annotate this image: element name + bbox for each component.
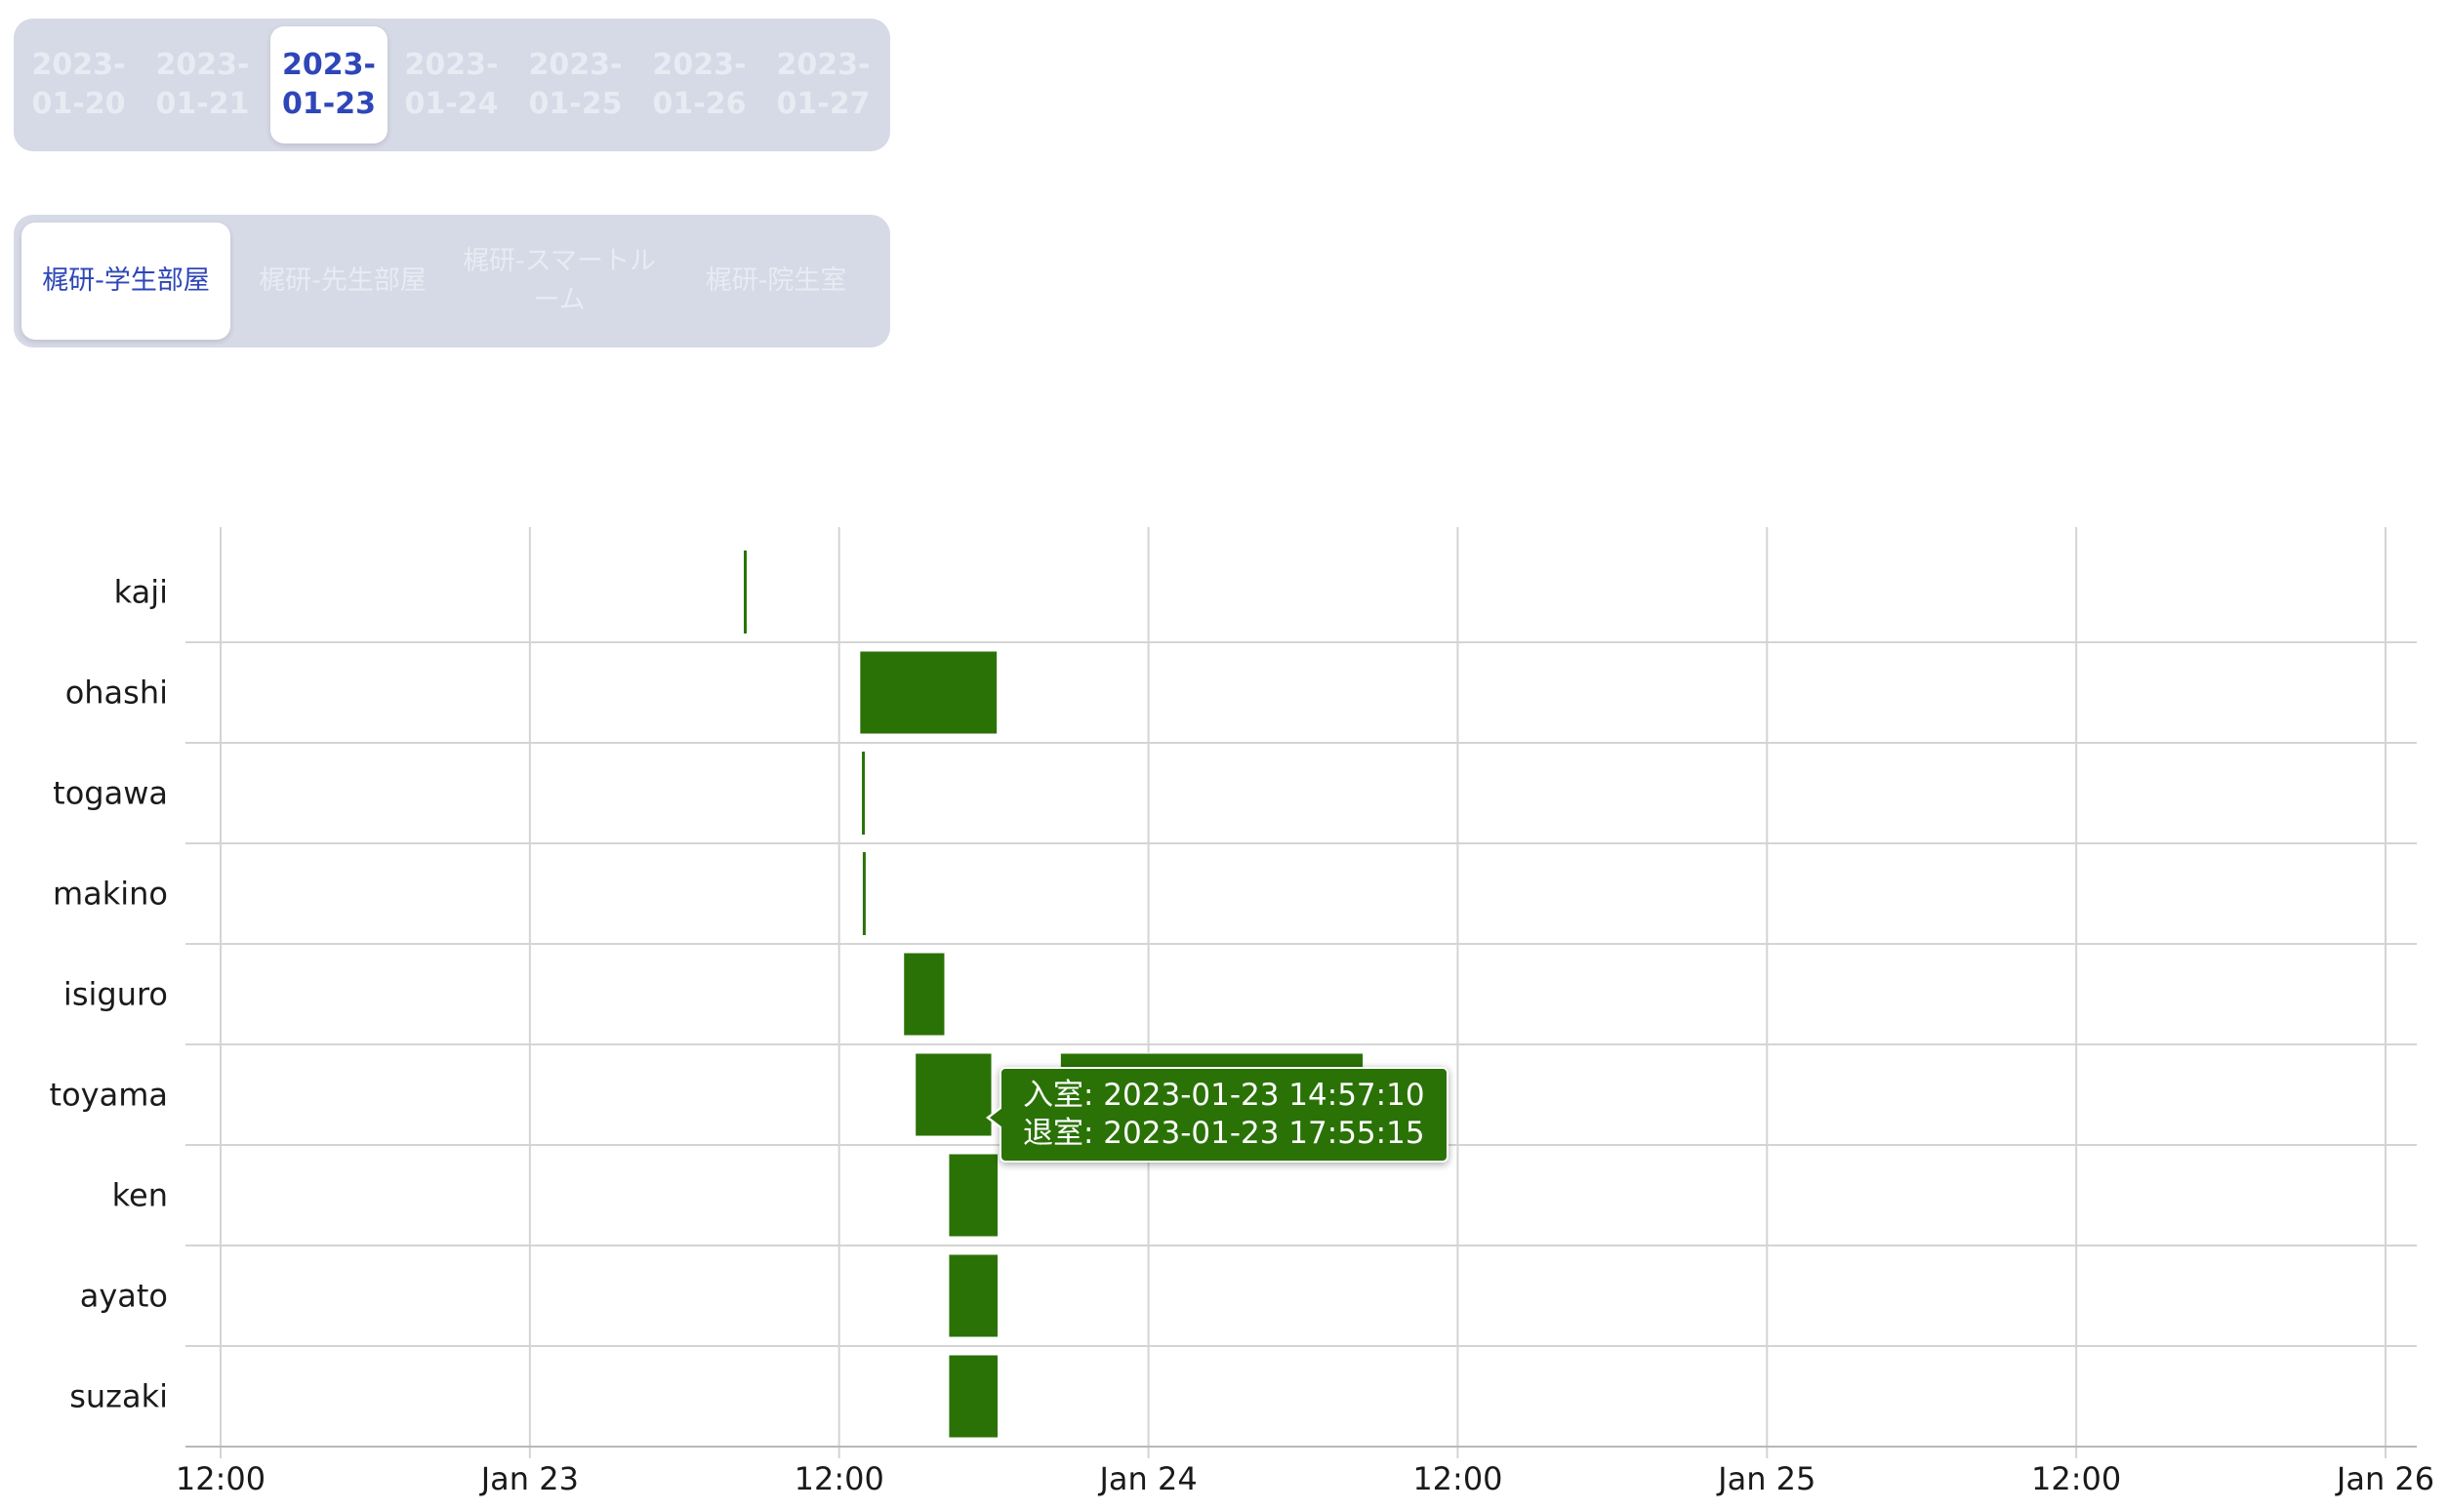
x-tick-label: Jan 25 bbox=[1716, 1460, 1816, 1497]
room-tab-grad-room[interactable]: 梶研-院生室 bbox=[672, 223, 880, 340]
date-tab-label: 2023- 01-23 bbox=[282, 48, 376, 121]
timeline-bar-suzaki[interactable] bbox=[948, 1354, 1000, 1439]
x-tick-label: 12:00 bbox=[176, 1460, 265, 1497]
date-tab-2023-01-23[interactable]: 2023- 01-23 bbox=[270, 26, 388, 143]
date-tab-label: 2023- 01-20 bbox=[31, 48, 126, 121]
tooltip-enter-time: 入室: 2023-01-23 14:57:10 bbox=[1023, 1078, 1425, 1113]
date-tab-2023-01-24[interactable]: 2023- 01-24 bbox=[395, 26, 508, 143]
x-tick-label: 12:00 bbox=[795, 1460, 884, 1497]
row-label-suzaki: suzaki bbox=[69, 1378, 168, 1415]
timeline-chart: kaji ohashi togawa makino isiguro toyama ken ay… bbox=[50, 527, 2434, 1497]
row-label-kaji: kaji bbox=[114, 574, 168, 611]
row-label-toyama: toyama bbox=[50, 1077, 168, 1114]
room-tab-label: 梶研-スマートルーム bbox=[463, 246, 656, 315]
timeline-bar-kaji[interactable] bbox=[744, 551, 748, 633]
date-tab-2023-01-20[interactable]: 2023- 01-20 bbox=[22, 26, 135, 143]
x-tick-label: Jan 24 bbox=[1097, 1460, 1197, 1497]
interval-tooltip: 入室: 2023-01-23 14:57:10 退室: 2023-01-23 1… bbox=[986, 1067, 1448, 1163]
date-tab-label: 2023- 01-26 bbox=[652, 48, 747, 121]
room-tab-bar: 梶研-学生部屋 梶研-先生部屋 梶研-スマートルーム 梶研-院生室 bbox=[14, 215, 890, 347]
room-tab-smart-room[interactable]: 梶研-スマートルーム bbox=[455, 223, 664, 340]
x-tick-label: Jan 23 bbox=[479, 1460, 579, 1497]
tooltip-exit-time: 退室: 2023-01-23 17:55:15 bbox=[1023, 1116, 1425, 1151]
timeline-bar-togawa[interactable] bbox=[862, 752, 866, 835]
timeline-bar-toyama[interactable] bbox=[915, 1052, 993, 1137]
date-tab-label: 2023- 01-24 bbox=[404, 48, 499, 121]
x-tick-label: Jan 26 bbox=[2335, 1460, 2434, 1497]
timeline-bar-isiguro[interactable] bbox=[903, 952, 946, 1037]
date-tab-2023-01-27[interactable]: 2023- 01-27 bbox=[767, 26, 879, 143]
row-label-makino: makino bbox=[53, 876, 168, 913]
date-tab-label: 2023- 01-25 bbox=[528, 48, 623, 121]
room-tab-label: 梶研-院生室 bbox=[705, 266, 847, 296]
room-tab-label: 梶研-学生部屋 bbox=[42, 266, 210, 296]
date-tab-2023-01-25[interactable]: 2023- 01-25 bbox=[519, 26, 632, 143]
row-labels: kaji ohashi togawa makino isiguro toyama ken ay… bbox=[50, 574, 168, 1415]
timeline-bar-ken[interactable] bbox=[948, 1153, 1000, 1238]
room-tab-student-room[interactable]: 梶研-学生部屋 bbox=[21, 223, 230, 340]
timeline-bar-makino[interactable] bbox=[862, 852, 866, 935]
room-tab-label: 梶研-先生部屋 bbox=[259, 266, 427, 296]
row-label-ayato: ayato bbox=[80, 1278, 168, 1315]
date-tab-label: 2023- 01-21 bbox=[155, 48, 250, 121]
room-tab-teacher-room[interactable]: 梶研-先生部屋 bbox=[238, 223, 447, 340]
row-label-ohashi: ohashi bbox=[65, 674, 168, 712]
date-tab-2023-01-26[interactable]: 2023- 01-26 bbox=[643, 26, 755, 143]
x-axis-ticks: 12:00 Jan 23 12:00 Jan 24 12:00 Jan 25 12:00 Ja… bbox=[176, 1460, 2434, 1497]
row-label-togawa: togawa bbox=[53, 775, 168, 812]
x-tick-label: 12:00 bbox=[1412, 1460, 1502, 1497]
date-tab-bar: 2023- 01-20 2023- 01-21 2023- 01-23 2023- 01… bbox=[14, 19, 890, 151]
timeline-bar-ohashi[interactable] bbox=[859, 650, 999, 735]
date-tab-label: 2023- 01-27 bbox=[776, 48, 871, 121]
timeline-bars bbox=[744, 551, 1365, 1439]
timeline-bar-ayato[interactable] bbox=[948, 1253, 1000, 1338]
date-tab-2023-01-21[interactable]: 2023- 01-21 bbox=[146, 26, 259, 143]
grid-lines bbox=[185, 527, 2417, 1458]
row-label-isiguro: isiguro bbox=[63, 976, 168, 1013]
x-tick-label: 12:00 bbox=[2031, 1460, 2121, 1497]
row-label-ken: ken bbox=[112, 1177, 168, 1214]
